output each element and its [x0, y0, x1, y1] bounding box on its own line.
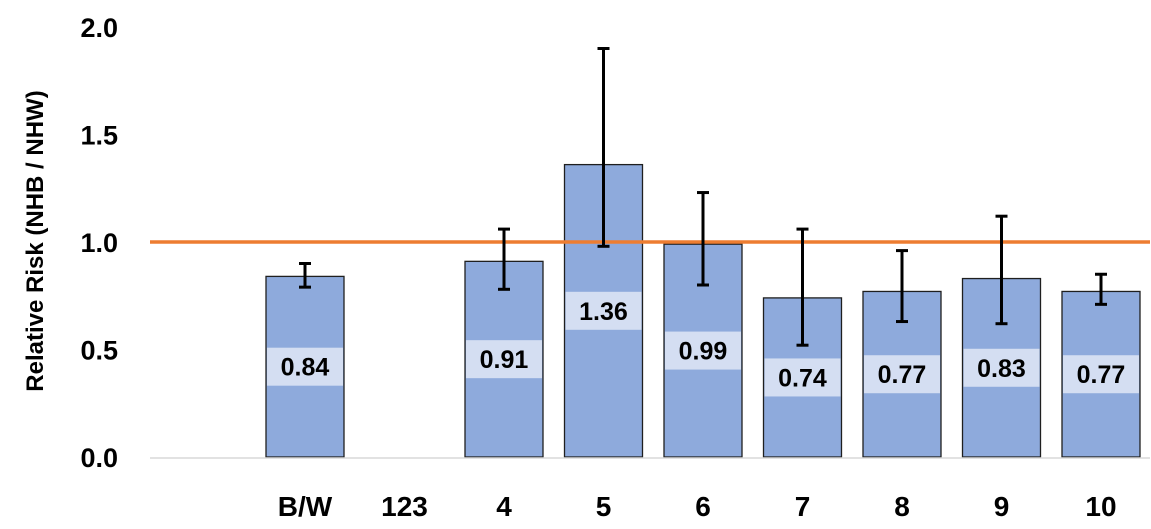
- error-bar: [796, 227, 809, 347]
- data-label: 0.91: [466, 340, 542, 379]
- data-label-text: 0.77: [878, 361, 927, 389]
- data-label: 0.77: [1063, 355, 1139, 394]
- data-label-box: [1063, 355, 1139, 394]
- y-tick-label: 2.0: [80, 13, 118, 43]
- error-bar: [697, 191, 709, 287]
- data-label-box: [963, 348, 1040, 387]
- data-label-text: 0.99: [679, 338, 728, 366]
- data-label-box: [267, 347, 343, 386]
- data-label-text: 0.77: [1077, 361, 1126, 389]
- y-tick-label: 1.5: [80, 121, 118, 151]
- data-label-text: 0.84: [281, 354, 330, 382]
- data-label-box: [466, 340, 542, 379]
- data-label-box: [665, 331, 741, 370]
- data-label-text: 0.91: [480, 346, 529, 374]
- error-bar: [299, 262, 311, 289]
- x-category-label: 123: [381, 491, 428, 522]
- y-axis-title: Relative Risk (NHB / NHW): [22, 90, 49, 391]
- y-tick-label: 0.0: [80, 443, 118, 473]
- x-category-label: 9: [994, 491, 1010, 522]
- data-label: 1.36: [565, 291, 642, 330]
- error-bar: [995, 214, 1008, 326]
- error-bar: [1095, 272, 1107, 306]
- error-bars: [299, 47, 1107, 347]
- error-bar: [498, 227, 510, 291]
- data-label: 0.77: [864, 355, 940, 394]
- data-label-text: 1.36: [579, 298, 628, 326]
- x-category-label: B/W: [278, 491, 333, 522]
- data-labels: 0.84 0.91 1.36 0.99 0.74 0.77 0.83 0.77: [267, 291, 1139, 397]
- x-category-label: 7: [795, 491, 811, 522]
- data-label-text: 0.74: [778, 364, 827, 392]
- data-label-box: [864, 355, 940, 394]
- x-category-label: 6: [695, 491, 711, 522]
- x-category-label: 8: [894, 491, 910, 522]
- data-label: 0.84: [267, 347, 343, 386]
- y-tick-label: 0.5: [80, 336, 118, 366]
- data-label-box: [764, 358, 841, 397]
- data-label-text: 0.83: [977, 355, 1026, 383]
- error-bar: [896, 249, 908, 324]
- data-label-box: [565, 291, 642, 330]
- x-category-label: 5: [596, 491, 612, 522]
- x-axis-categories: B/W 123 4 5 6 7 8 9 10: [278, 491, 1117, 522]
- y-tick-label: 1.0: [80, 228, 118, 258]
- data-label: 0.83: [963, 348, 1040, 387]
- data-label: 0.74: [764, 358, 841, 397]
- data-label: 0.99: [665, 331, 741, 370]
- error-bar: [597, 47, 610, 248]
- x-category-label: 10: [1085, 491, 1116, 522]
- x-category-label: 4: [496, 491, 512, 522]
- y-axis-ticks: 0.0 0.5 1.0 1.5 2.0: [80, 13, 118, 473]
